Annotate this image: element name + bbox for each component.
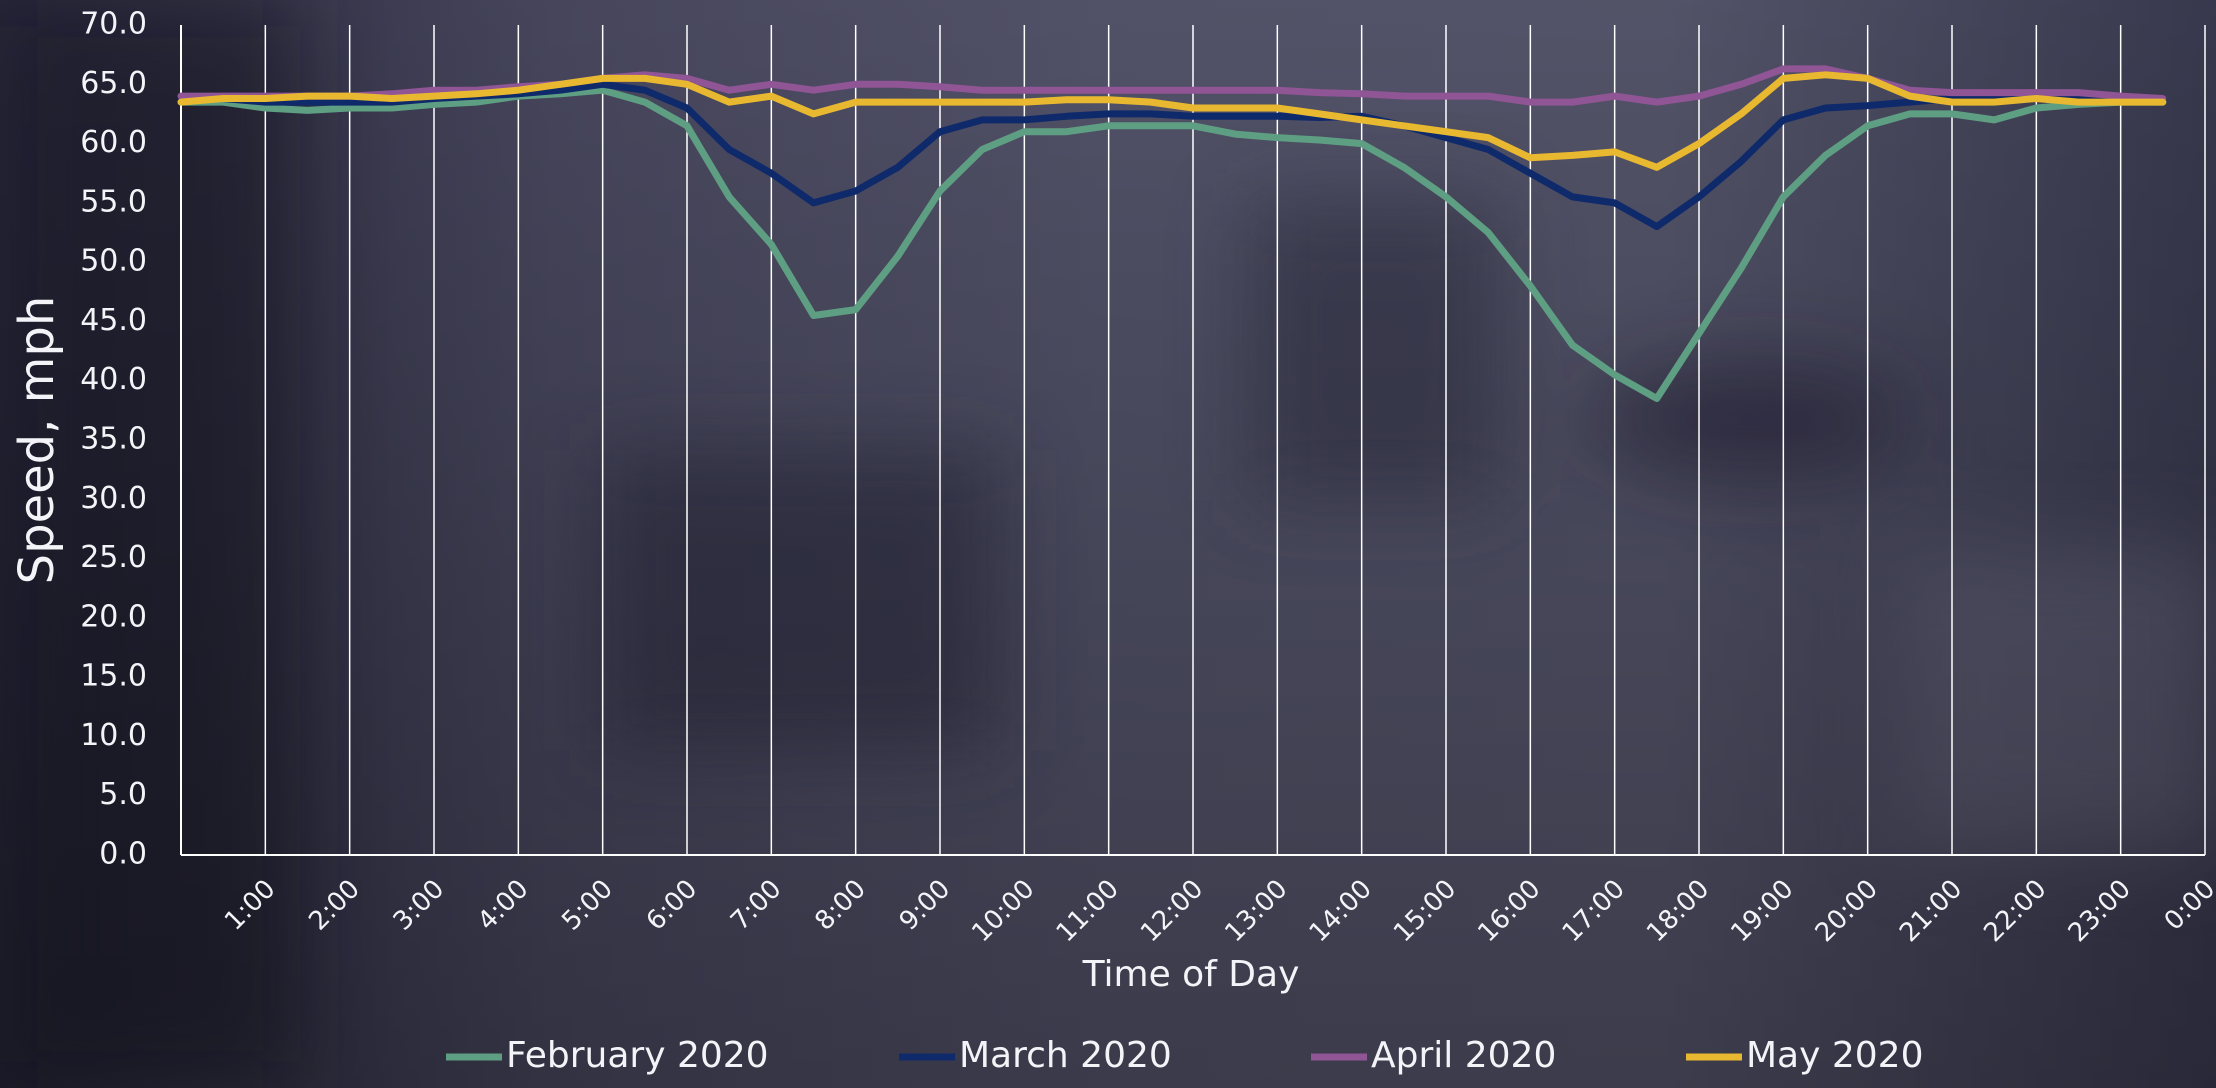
series-line [177,65,2167,106]
y-tick-label: 60.0 [80,125,147,160]
legend-label: May 2020 [1746,1035,1924,1076]
x-axis-title: Time of Day [1082,954,1300,995]
y-tick-label: 5.0 [99,777,147,812]
y-tick-label: 50.0 [80,244,147,279]
y-tick-label: 65.0 [80,66,147,101]
y-tick-label: 30.0 [80,481,147,516]
y-tick-label: 10.0 [80,718,147,753]
y-tick-label: 0.0 [99,837,147,872]
legend-label: March 2020 [959,1035,1172,1076]
y-tick-label: 15.0 [80,659,147,694]
series-line [177,71,2167,171]
y-tick-label: 45.0 [80,303,147,338]
legend-label: April 2020 [1371,1035,1556,1076]
y-tick-label: 55.0 [80,184,147,219]
y-tick-label: 25.0 [80,540,147,575]
y-tick-label: 40.0 [80,362,147,397]
y-tick-label: 35.0 [80,422,147,457]
y-tick-label: 70.0 [80,7,147,42]
legend-label: February 2020 [506,1035,769,1076]
y-tick-label: 20.0 [80,599,147,634]
y-axis-title: Speed, mph [9,296,65,585]
